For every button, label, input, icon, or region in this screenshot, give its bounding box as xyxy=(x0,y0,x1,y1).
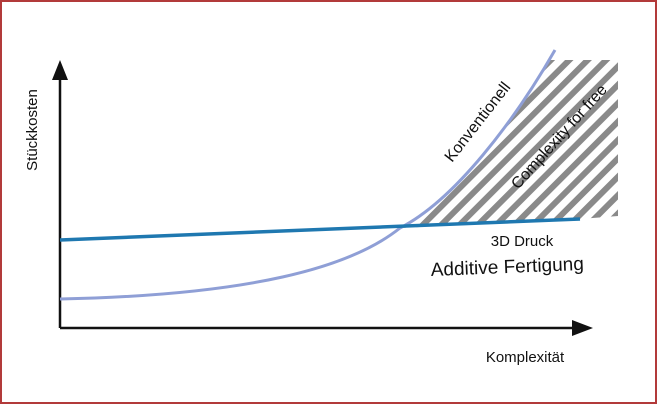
additive-cost-line xyxy=(59,217,581,242)
x-axis-label: Komplexität xyxy=(486,349,565,366)
additive-label-line1: 3D Druck xyxy=(491,233,554,250)
conventional-cost-curve xyxy=(59,49,557,301)
x-axis-arrow xyxy=(572,320,593,336)
y-axis-label: Stückkosten xyxy=(24,89,41,171)
y-axis-arrow xyxy=(52,60,68,80)
